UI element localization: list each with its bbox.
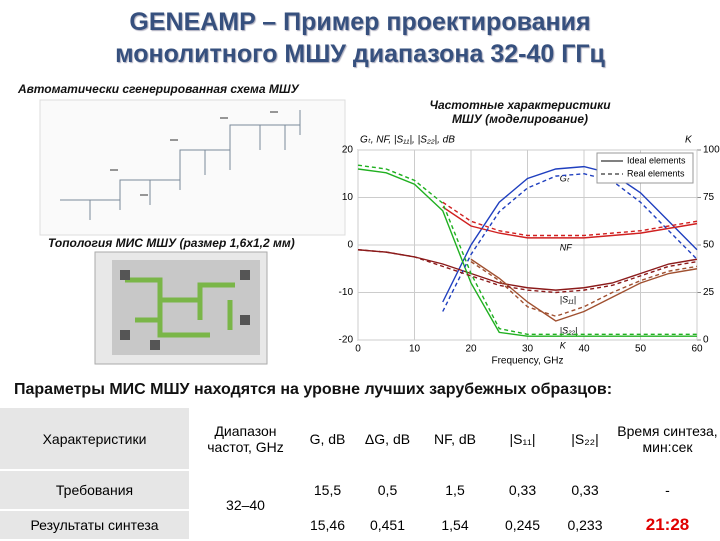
series-line	[442, 206, 698, 239]
caption: Частотные характеристики МШУ (моделирова…	[429, 98, 611, 126]
header-cell: |S₂₂|	[571, 431, 599, 447]
y2-tick-label: 50	[703, 240, 715, 251]
x-tick-label: 20	[465, 344, 477, 355]
header-cell: G, dB	[309, 431, 346, 447]
title: GENEAMP – Пример проектирования	[129, 8, 591, 36]
series-label: Gₜ	[560, 173, 570, 183]
header-cell: NF, dB	[433, 431, 476, 447]
cell: 0,33	[508, 482, 537, 498]
y2-axis-label: K	[685, 135, 693, 146]
table: Характеристики Диапазон частот, GHz G, d…	[0, 408, 720, 541]
x-tick-label: 30	[522, 344, 534, 355]
caption: Автоматически сгенерированная схема МШУ	[18, 82, 299, 96]
series-line	[442, 173, 698, 312]
cell: 21:28	[645, 515, 690, 534]
cell: 15,5	[313, 482, 342, 498]
legend-label: Real elements	[627, 168, 685, 178]
series-label: K	[560, 341, 567, 351]
y-tick-label: -10	[339, 287, 354, 298]
note: Параметры МИС МШУ находятся на уровне лу…	[14, 381, 613, 398]
cell: -	[665, 482, 670, 498]
y-tick-label: -20	[339, 335, 354, 346]
series-line	[357, 168, 697, 337]
cell: 1,5	[445, 482, 465, 498]
x-tick-label: 10	[409, 344, 421, 355]
row-label: Требования	[0, 470, 191, 511]
y-tick-label: 20	[342, 145, 354, 156]
y-axis-label: Gₜ, NF, |S₁₁|, |S₂₂|, dB	[360, 135, 455, 146]
y2-tick-label: 0	[703, 335, 709, 346]
y2-tick-label: 25	[703, 287, 715, 298]
x-tick-label: 50	[635, 344, 647, 355]
title: монолитного МШУ диапазона 32-40 ГГц	[115, 40, 605, 68]
cell: 32–40	[226, 497, 265, 513]
series-label: |S₁₁|	[560, 295, 576, 305]
figures: -20 -10 0 10 20 0 25 50 75 100 0 10 20 30 40 50 60 Gₜ, NF…	[39, 99, 720, 367]
cell: 0,5	[377, 482, 398, 498]
y-tick-label: 10	[342, 192, 354, 203]
cell: 0,233	[567, 517, 603, 533]
x-tick-label: 0	[355, 344, 361, 355]
series-line	[357, 164, 697, 335]
cell: 0,33	[571, 482, 599, 498]
caption: Топология МИС МШУ (размер 1,6х1,2 мм)	[48, 236, 295, 250]
series-line	[470, 258, 698, 322]
cell: 15,46	[309, 517, 346, 533]
legend-box	[596, 152, 694, 184]
topology-image	[94, 251, 268, 365]
series-line	[442, 201, 698, 237]
header-cell: Время синтеза, мин:сек	[617, 423, 718, 455]
y2-tick-label: 75	[703, 192, 715, 203]
row-label: Результаты синтеза	[0, 510, 191, 541]
header-cell: Характеристики	[0, 408, 191, 471]
cell: 0,451	[369, 517, 406, 533]
schematic-image	[39, 99, 346, 236]
cell: 1,54	[441, 517, 469, 533]
header-cell: ΔG, dB	[364, 431, 411, 447]
series-line	[442, 165, 698, 303]
header-cell: Диапазон частот, GHz	[207, 423, 284, 455]
x-axis-label: Frequency, GHz	[491, 356, 563, 367]
header-cell: |S₁₁|	[509, 431, 536, 447]
x-tick-label: 40	[578, 344, 590, 355]
series-label: |S₂₂|	[560, 325, 578, 335]
x-tick-label: 60	[691, 344, 703, 355]
y2-tick-label: 100	[703, 145, 720, 156]
series-line	[357, 249, 698, 294]
y-tick-label: 0	[347, 240, 353, 251]
cell: 0,245	[504, 517, 541, 533]
series-label: NF	[560, 242, 572, 252]
legend-label: Ideal elements	[627, 155, 686, 165]
